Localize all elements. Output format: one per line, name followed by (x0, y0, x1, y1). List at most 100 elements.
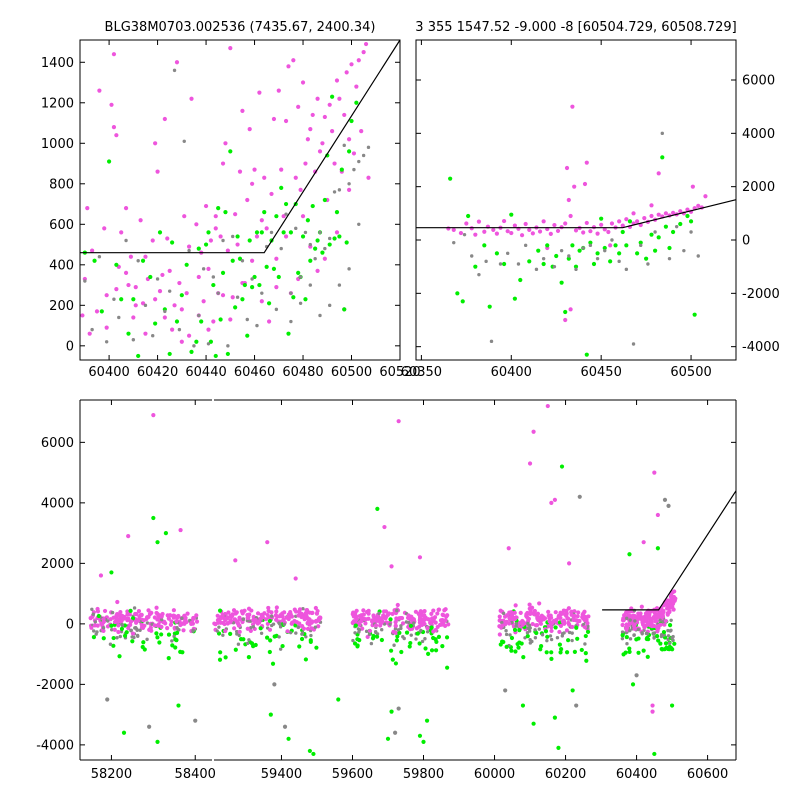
data-point-green (337, 234, 342, 239)
data-point-green (111, 635, 116, 641)
data-point-green (429, 648, 435, 653)
x-tick-label: 60520 (379, 365, 420, 380)
data-point-green (655, 546, 660, 551)
data-point-gray (666, 634, 671, 638)
data-point-magenta (225, 621, 230, 626)
data-point-green (233, 305, 238, 310)
data-point-green (448, 176, 453, 181)
data-point-magenta (146, 608, 151, 613)
y-tick-label: 6000 (742, 74, 775, 89)
data-point-magenta (672, 596, 677, 602)
data-point-green (199, 319, 204, 324)
data-point-magenta (128, 619, 134, 624)
data-point-gray (269, 614, 274, 618)
data-point-magenta (568, 307, 573, 312)
data-point-magenta (248, 628, 253, 633)
data-point-gray (91, 612, 96, 616)
data-point-magenta (303, 161, 308, 166)
data-point-green (307, 748, 312, 754)
data-point-magenta (274, 609, 279, 614)
data-point-green (509, 648, 514, 653)
data-point-magenta (537, 601, 542, 606)
data-point-magenta (649, 213, 654, 219)
data-point-magenta (595, 231, 600, 236)
data-point-magenta (635, 219, 640, 224)
data-point-gray (241, 617, 246, 621)
data-point-green (424, 718, 430, 723)
data-point-magenta (229, 618, 234, 623)
data-point-magenta (114, 287, 119, 292)
data-point-gray (560, 634, 565, 638)
x-tick-label: 60500 (670, 365, 711, 380)
data-point-green (445, 665, 450, 670)
data-point-magenta (451, 227, 456, 232)
data-point-green (570, 688, 575, 693)
data-point-green (286, 736, 291, 741)
data-point-magenta (152, 615, 157, 620)
data-point-gray (197, 313, 201, 318)
data-point-green (512, 296, 517, 301)
data-point-green (583, 650, 588, 656)
data-point-magenta (670, 589, 675, 595)
data-point-green (170, 643, 175, 648)
data-point-gray (425, 630, 430, 634)
data-point-magenta (557, 629, 562, 635)
y-tick-label: -2000 (742, 287, 780, 302)
data-point-gray (97, 255, 102, 259)
data-point-gray (135, 627, 139, 631)
data-point-magenta (563, 221, 568, 226)
data-point-green (155, 739, 160, 744)
data-point-gray (250, 277, 254, 281)
data-point-magenta (299, 611, 304, 616)
data-point-gray (567, 630, 572, 635)
data-point-green (288, 230, 294, 235)
x-tick-label: 60400 (88, 365, 129, 380)
data-point-magenta (150, 238, 155, 243)
data-point-green (556, 745, 561, 750)
data-point-gray (245, 641, 250, 646)
data-point-green (613, 243, 618, 248)
data-point-magenta (649, 203, 654, 208)
data-point-green (397, 630, 402, 635)
x-tick-label: 59400 (261, 767, 302, 782)
data-point-magenta (663, 211, 668, 216)
data-point-green (203, 242, 209, 247)
data-point-magenta (169, 619, 174, 624)
data-point-green (574, 625, 579, 630)
data-point-green (320, 250, 325, 255)
data-point-gray (364, 629, 369, 634)
data-point-magenta (439, 622, 444, 627)
data-point-magenta (624, 217, 629, 222)
data-point-magenta (316, 624, 321, 629)
data-point-green (176, 703, 181, 708)
data-point-green (179, 293, 184, 298)
data-point-gray (131, 338, 136, 342)
data-point-green (516, 645, 521, 650)
data-point-green (685, 213, 690, 219)
data-point-green (559, 280, 564, 285)
data-point-gray (484, 259, 488, 264)
data-point-green (466, 213, 471, 219)
data-point-magenta (584, 160, 589, 165)
data-point-magenta (381, 609, 387, 614)
data-point-magenta (497, 624, 502, 629)
data-point-magenta (523, 221, 528, 227)
data-point-magenta (354, 84, 359, 89)
data-point-gray (540, 633, 545, 637)
data-point-gray (249, 625, 253, 630)
data-point-magenta (228, 317, 233, 322)
data-point-green (429, 625, 434, 630)
data-point-magenta (246, 615, 251, 620)
data-point-magenta (292, 607, 297, 612)
data-point-green (433, 637, 438, 642)
data-point-green (549, 650, 554, 655)
data-point-gray (541, 256, 546, 261)
data-point-magenta (286, 64, 291, 69)
data-point-gray (247, 638, 251, 642)
data-point-magenta (274, 605, 279, 610)
data-point-green (305, 218, 310, 223)
data-point-green (180, 650, 185, 655)
data-point-gray (392, 643, 396, 647)
data-point-magenta (298, 187, 303, 192)
data-point-magenta (320, 141, 325, 146)
